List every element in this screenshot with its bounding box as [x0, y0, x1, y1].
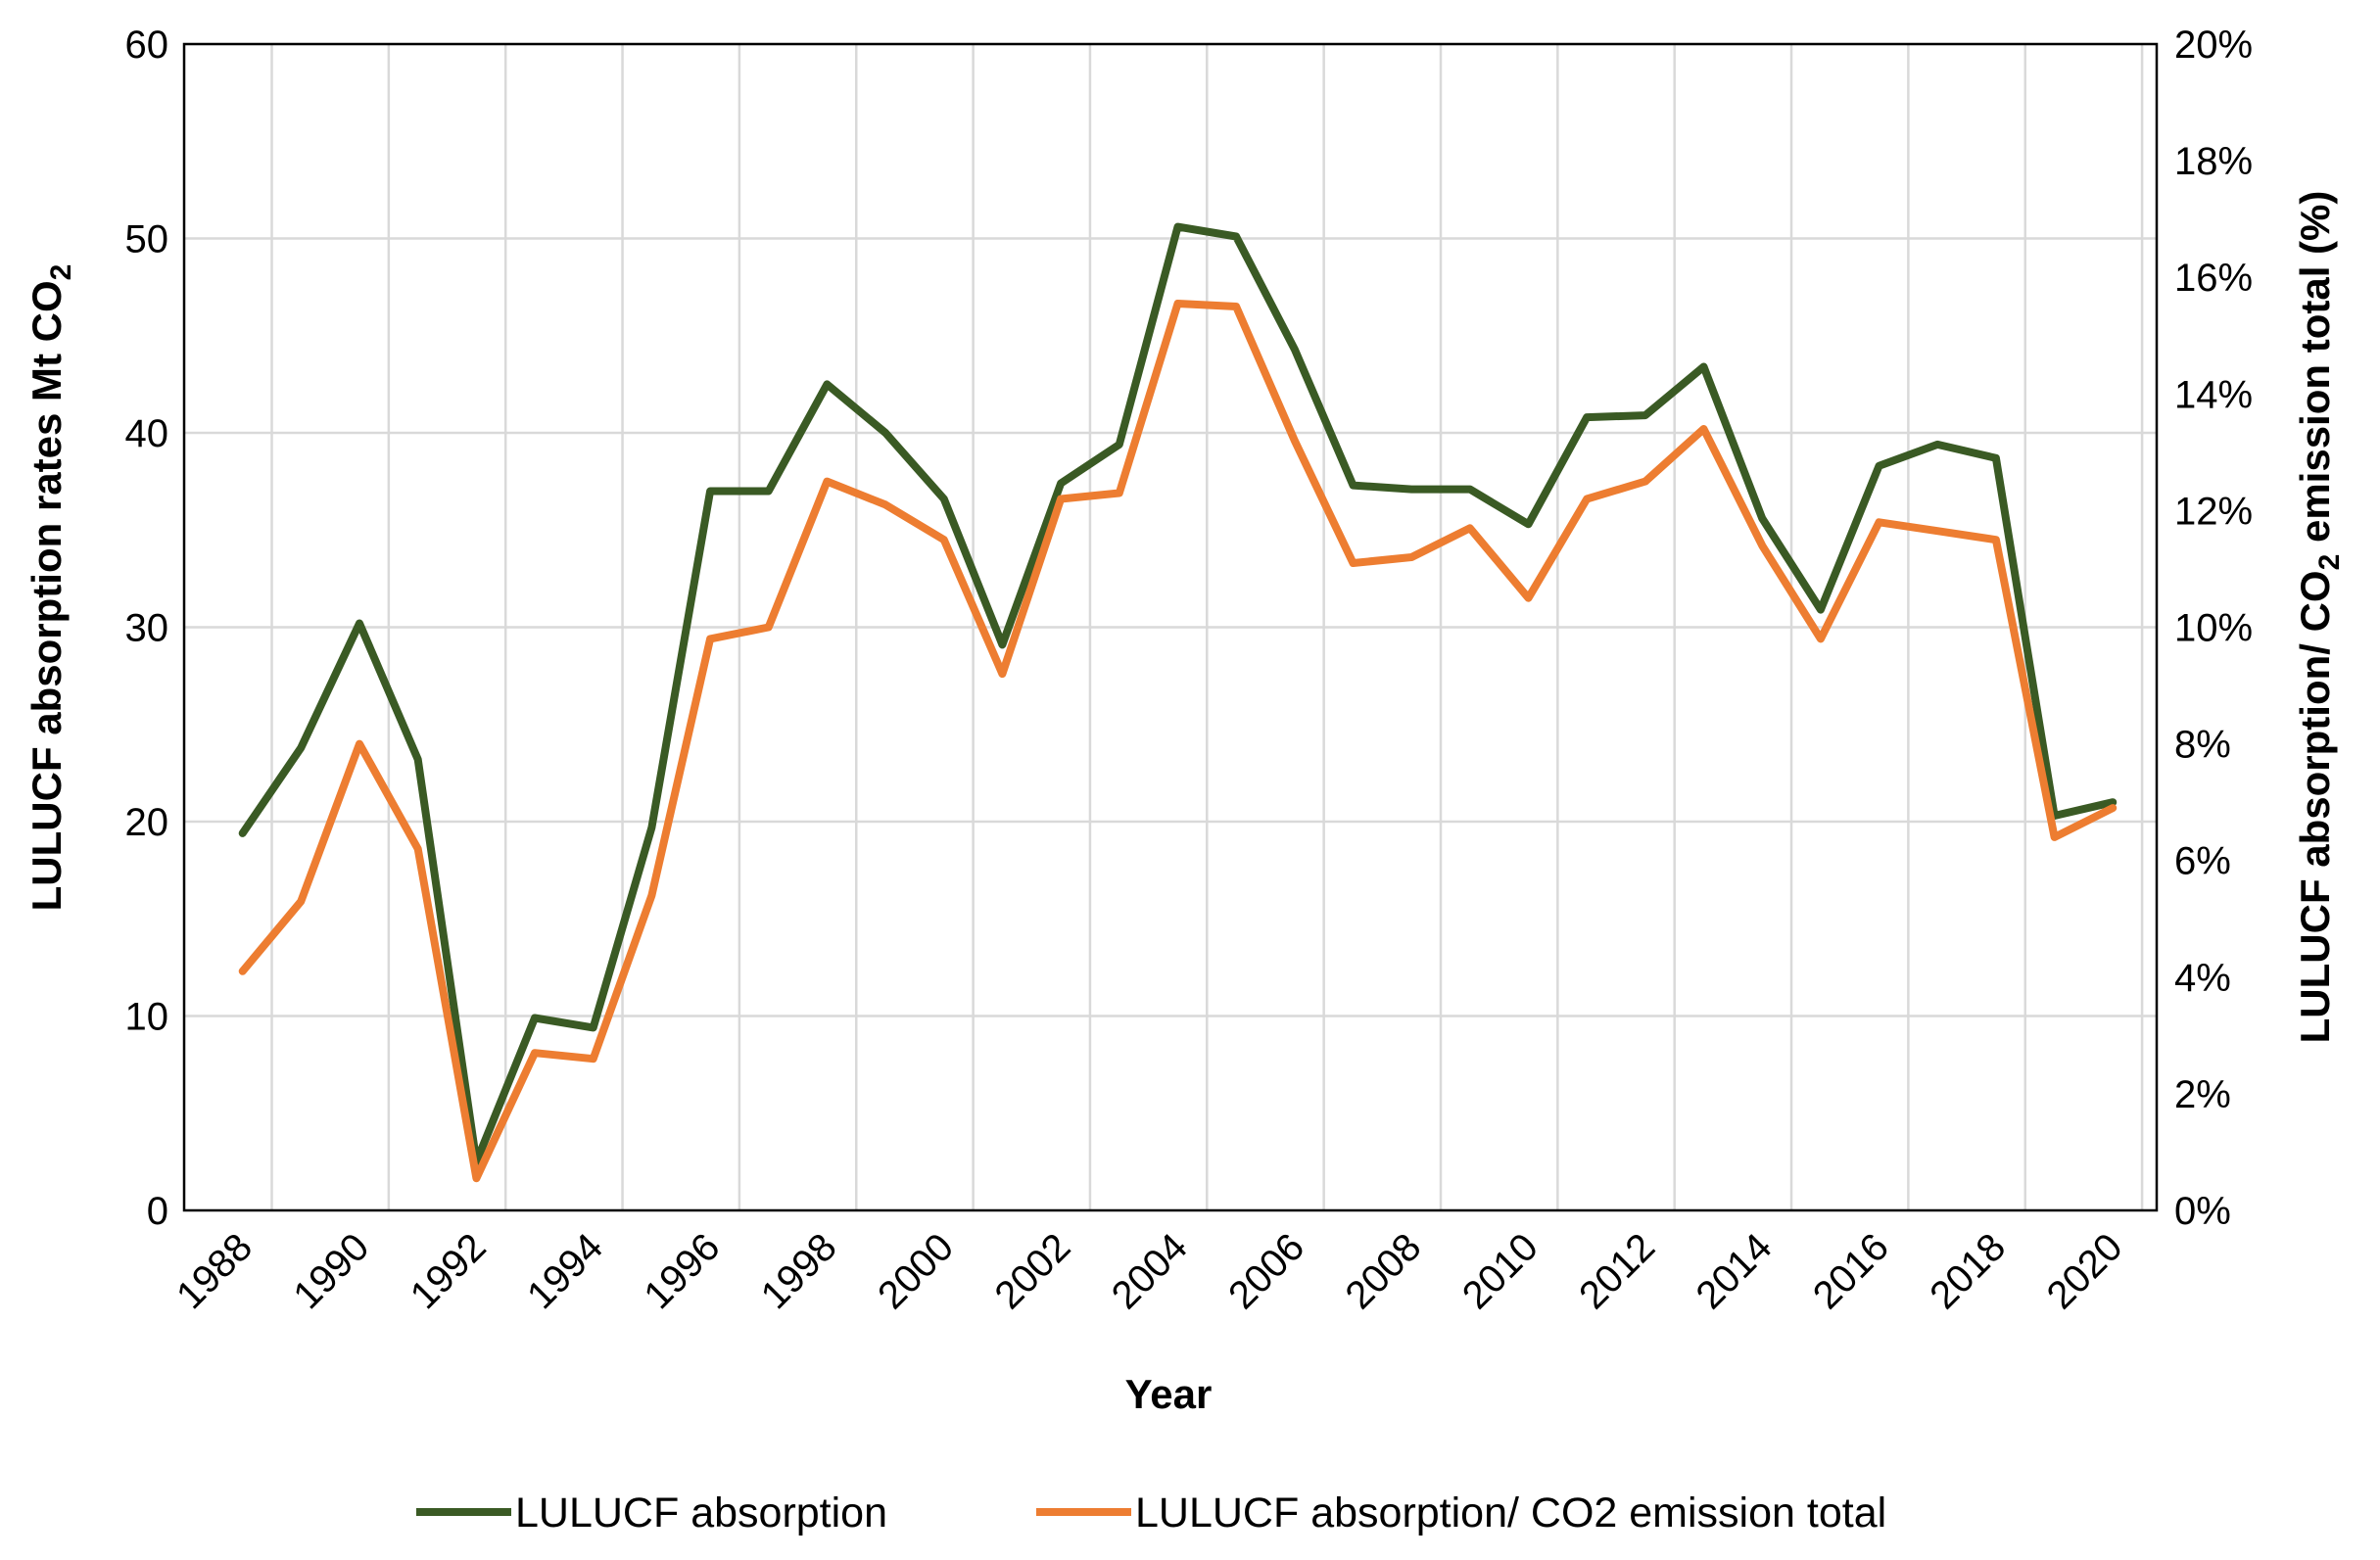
x-axis-title: Year [1125, 1371, 1213, 1417]
right-y-tick-label: 6% [2174, 840, 2231, 883]
left-y-axis-ticks: 0 10 20 30 40 50 60 [125, 24, 169, 1233]
right-y-axis-title-subscript: 2 [2313, 554, 2346, 571]
left-y-tick-label: 40 [125, 412, 169, 455]
right-y-axis-ticks: 0% 2% 4% 6% 8% 10% 12% 14% 16% 18% 20% [2174, 24, 2253, 1233]
left-y-tick-label: 60 [125, 24, 169, 67]
legend-label-lulucf-absorption: LULUCF absorption [515, 1489, 887, 1536]
left-y-tick-label: 0 [147, 1190, 168, 1233]
right-y-tick-label: 14% [2174, 373, 2253, 416]
series-layer [238, 222, 2118, 1183]
right-y-tick-label: 10% [2174, 607, 2253, 650]
legend: LULUCF absorption LULUCF absorption/ CO2… [416, 1489, 1886, 1536]
left-y-tick-label: 50 [125, 218, 169, 261]
left-y-tick-label: 10 [125, 996, 169, 1039]
right-y-tick-label: 0% [2174, 1190, 2231, 1233]
left-y-axis-title: LULUCF absorption rates Mt CO2 [24, 264, 77, 912]
right-y-tick-label: 2% [2174, 1073, 2231, 1116]
right-y-tick-label: 12% [2174, 490, 2253, 533]
series-line-absorption-share [238, 300, 2118, 1183]
right-y-tick-label: 4% [2174, 957, 2231, 1000]
left-y-tick-label: 20 [125, 801, 169, 844]
right-y-tick-label: 20% [2174, 24, 2253, 67]
right-y-tick-label: 16% [2174, 257, 2253, 300]
left-y-tick-label: 30 [125, 607, 169, 650]
left-y-axis-title-subscript: 2 [45, 264, 77, 281]
series-line-lulucf-absorption [238, 222, 2118, 1166]
right-y-axis-title: LULUCF absorption/ CO2 emission total (%… [2292, 191, 2346, 1044]
right-y-tick-label: 18% [2174, 140, 2253, 183]
legend-label-absorption-share: LULUCF absorption/ CO2 emission total [1135, 1489, 1886, 1536]
right-y-tick-label: 8% [2174, 724, 2231, 767]
grid [184, 44, 2157, 1210]
plot-area-frame [182, 42, 2159, 1212]
